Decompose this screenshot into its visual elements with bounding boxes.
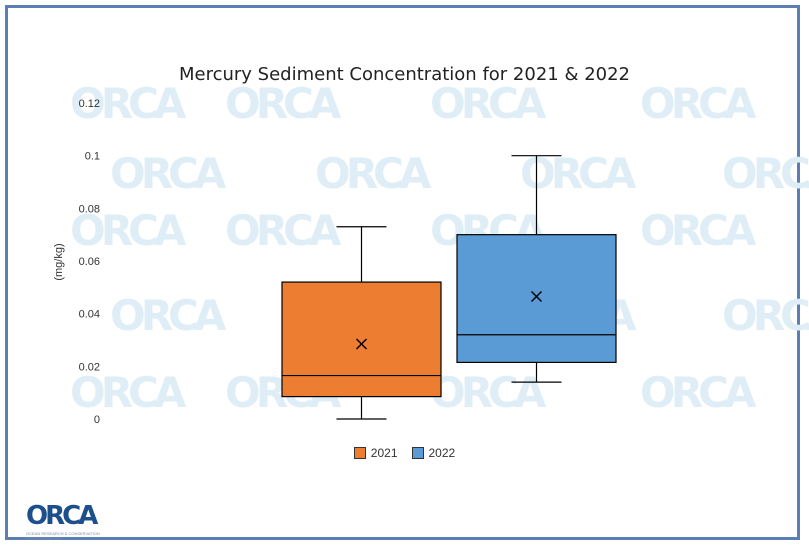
watermark-text: ORCA	[225, 79, 342, 128]
watermark-text: ORCA	[640, 206, 757, 255]
watermark-text: ORCA	[110, 149, 227, 198]
legend-swatch-2021	[353, 447, 366, 459]
watermark-text: ORCA	[315, 149, 432, 198]
watermark-text: ORCA	[430, 79, 547, 128]
y-tick-label: 0	[94, 414, 100, 426]
watermark-text: ORCA	[110, 291, 227, 340]
y-axis-label: (mg/kg)	[53, 243, 65, 280]
watermark-text: ORCA	[70, 368, 187, 417]
watermark-text: ORCA	[225, 206, 342, 255]
y-tick-label: 0.06	[79, 256, 100, 268]
box-iqr	[281, 281, 442, 398]
watermark-text: ORCA	[430, 368, 547, 417]
y-axis: 0 0.02 0.04 0.06 0.08 0.1 0.12	[79, 98, 100, 426]
legend-label-2022: 2022	[428, 446, 456, 460]
y-tick-label: 0.02	[79, 361, 100, 373]
legend-item-2022: 2022	[411, 446, 456, 460]
orca-logo: ORCA OCEAN RESEARCH & CONSERVATION ASSOC…	[26, 503, 106, 541]
y-tick-label: 0.1	[85, 151, 100, 163]
legend-swatch-2022	[411, 447, 424, 459]
box-series-layer	[281, 155, 617, 420]
chart-legend: 2021 2022	[0, 446, 809, 460]
legend-label-2021: 2021	[370, 446, 398, 460]
watermark-text: ORCA	[722, 149, 809, 198]
y-tick-label: 0.04	[79, 309, 100, 321]
chart-title: Mercury Sediment Concentration for 2021 …	[178, 64, 631, 85]
box-2022	[456, 155, 617, 383]
watermark-text: ORCA	[722, 291, 809, 340]
y-tick-label: 0.12	[79, 98, 100, 110]
watermark-text: ORCA	[640, 79, 757, 128]
chart-frame	[5, 5, 800, 540]
logo-tagline: OCEAN RESEARCH & CONSERVATION ASSOCIATIO…	[26, 531, 100, 541]
logo-text: ORCA	[26, 501, 98, 531]
watermark-text: ORCA	[520, 149, 637, 198]
box-2021	[281, 226, 442, 420]
watermark-text: ORCA	[70, 79, 187, 128]
mean-marker	[356, 338, 367, 350]
mean-marker	[531, 291, 542, 303]
y-tick-label: 0.08	[79, 203, 100, 215]
watermark-text: ORCA	[640, 368, 757, 417]
legend-item-2021: 2021	[353, 446, 398, 460]
box-iqr	[456, 234, 617, 363]
watermark-text: ORCA	[70, 206, 187, 255]
